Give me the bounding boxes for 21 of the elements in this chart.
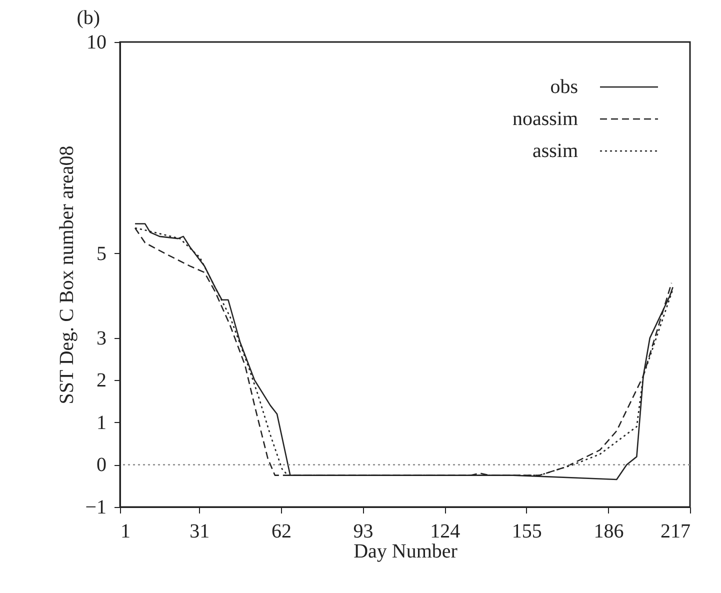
y-axis-title: SST Deg. C Box number area08 (56, 146, 78, 404)
x-tick-label: 31 (190, 520, 210, 542)
x-tick-label: 217 (660, 520, 690, 542)
y-tick-label: 10 (86, 32, 106, 54)
y-tick-label: 3 (96, 327, 106, 350)
y-tick-label: 2 (96, 370, 106, 392)
x-axis-title: Day Number (354, 540, 458, 562)
x-tick-label: 1 (120, 520, 130, 542)
x-tick-label: 93 (353, 520, 374, 542)
y-tick-label: −1 (85, 496, 106, 518)
chart-title: (b) (76, 7, 100, 29)
legend-label: assim (532, 140, 578, 162)
legend-label: obs (550, 76, 578, 98)
x-tick-label: 62 (271, 520, 292, 542)
x-tick-label: 186 (594, 520, 624, 542)
x-tick-label: 155 (512, 520, 542, 542)
y-tick-label: 1 (96, 412, 106, 434)
y-tick-label: 5 (96, 242, 106, 265)
legend-label: noassim (512, 108, 578, 130)
y-tick-label: 0 (96, 454, 106, 476)
x-tick-label: 124 (430, 520, 460, 542)
